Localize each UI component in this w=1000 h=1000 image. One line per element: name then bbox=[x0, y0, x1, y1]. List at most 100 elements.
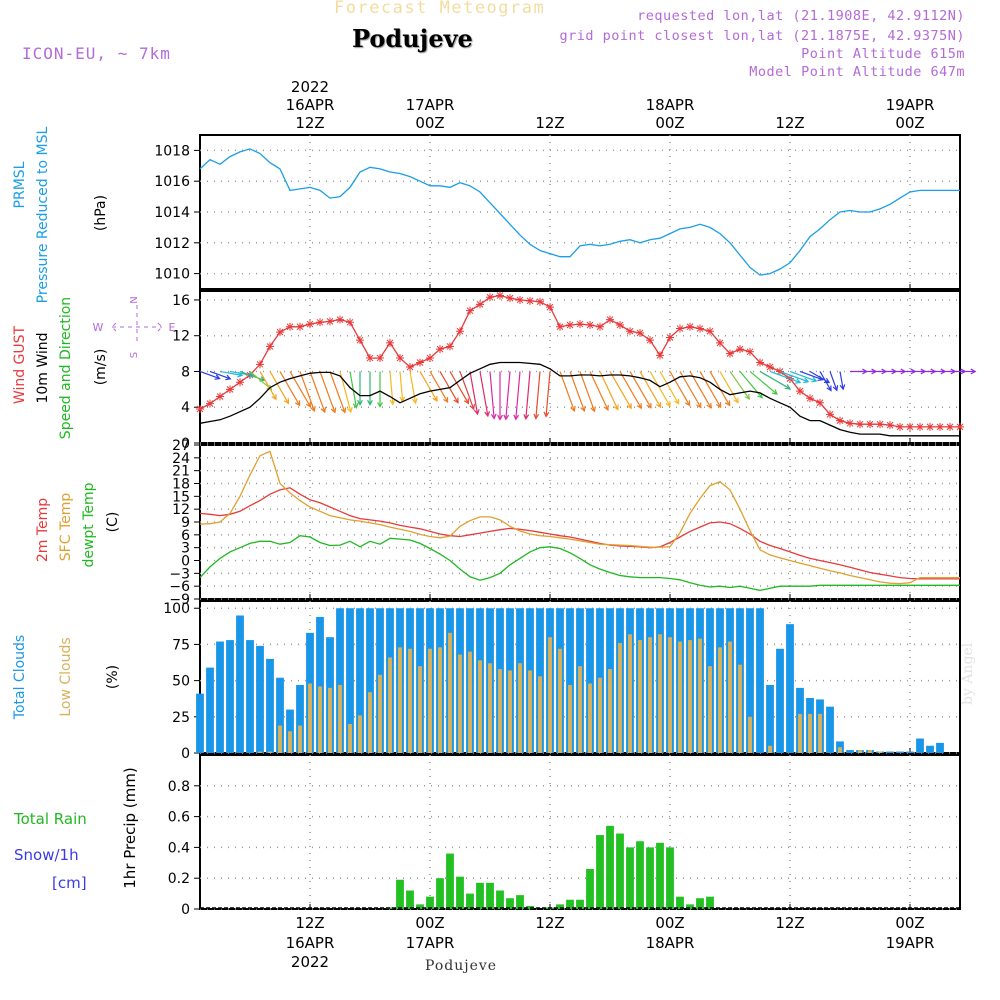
temp-label-sfc: SFC Temp bbox=[58, 493, 74, 562]
low-cloud-bar bbox=[408, 648, 412, 753]
series-line-10m-wind bbox=[199, 361, 960, 437]
ytick-label-clouds: 0 bbox=[181, 746, 190, 762]
clouds-unit: (%) bbox=[105, 665, 121, 689]
wind-arrow bbox=[639, 371, 662, 408]
low-cloud-bar bbox=[508, 670, 512, 753]
top-date-label: 18APR bbox=[646, 96, 695, 114]
rain-bar bbox=[396, 879, 404, 909]
temp-label-dewpt: dewpt Temp bbox=[81, 482, 97, 567]
rain-bar bbox=[616, 833, 624, 909]
bottom-time-label: 12Z bbox=[535, 914, 564, 932]
gust-marker bbox=[306, 320, 314, 329]
series-line-2m-temp bbox=[199, 487, 960, 580]
low-cloud-bar bbox=[618, 642, 622, 753]
low-cloud-bar bbox=[528, 670, 532, 753]
ytick-label-wind: 12 bbox=[172, 329, 190, 345]
low-cloud-bar bbox=[768, 745, 772, 753]
rain-bar bbox=[686, 904, 694, 909]
low-cloud-bar bbox=[298, 725, 302, 753]
gust-marker bbox=[536, 297, 544, 306]
bottom-date-label: 17APR bbox=[406, 934, 455, 952]
wind-arrow bbox=[419, 371, 438, 402]
gust-marker bbox=[426, 354, 434, 363]
low-cloud-bar bbox=[488, 663, 492, 753]
wind-arrow bbox=[429, 371, 449, 403]
wind-arrow-head bbox=[665, 401, 671, 408]
clouds-label-low: Low Clouds bbox=[58, 637, 74, 716]
wind-arrow bbox=[199, 370, 220, 380]
wind-arrow bbox=[279, 371, 301, 406]
gust-marker bbox=[216, 392, 224, 401]
low-cloud-bar bbox=[518, 663, 522, 753]
gust-marker bbox=[346, 318, 354, 327]
wind-arrow-head bbox=[513, 414, 520, 421]
wind-arrow bbox=[739, 371, 763, 399]
low-cloud-bar bbox=[538, 676, 542, 753]
gust-marker bbox=[846, 419, 854, 428]
gust-marker bbox=[706, 327, 714, 336]
bottom-date-label: 18APR bbox=[646, 934, 695, 952]
low-cloud-bar bbox=[678, 641, 682, 753]
ytick-label-clouds: 100 bbox=[163, 601, 190, 617]
ytick-label-clouds: 75 bbox=[172, 637, 190, 653]
wind-arrow bbox=[469, 371, 479, 415]
gust-marker bbox=[936, 422, 944, 431]
total-cloud-bar bbox=[236, 615, 244, 753]
low-cloud-bar bbox=[708, 666, 712, 753]
wind-arrow bbox=[799, 370, 823, 381]
wind-arrow-head bbox=[832, 385, 839, 392]
gust-marker bbox=[496, 291, 504, 300]
pressure-unit: (hPa) bbox=[93, 195, 109, 231]
low-cloud-bar bbox=[568, 684, 572, 753]
gust-marker bbox=[196, 405, 204, 414]
top-time-label: 00Z bbox=[895, 114, 924, 132]
gust-marker bbox=[586, 320, 594, 329]
total-cloud-bar bbox=[266, 658, 274, 753]
low-cloud-bar bbox=[368, 692, 372, 753]
model-label: ICON-EU, ~ 7km bbox=[22, 44, 171, 63]
total-cloud-bar bbox=[316, 616, 324, 753]
low-cloud-bar bbox=[458, 654, 462, 753]
wind-arrow bbox=[329, 371, 346, 413]
total-cloud-bar bbox=[356, 608, 364, 753]
wind-arrow-head bbox=[490, 413, 497, 420]
rain-bar bbox=[656, 842, 664, 909]
wind-arrow-head bbox=[473, 409, 480, 416]
gust-marker bbox=[286, 322, 294, 331]
wind-arrow bbox=[239, 370, 265, 381]
gust-marker bbox=[206, 399, 214, 408]
total-cloud-bar bbox=[916, 738, 924, 753]
total-cloud-bar bbox=[196, 693, 204, 753]
top-time-label: 00Z bbox=[415, 114, 444, 132]
wind-arrow bbox=[559, 371, 575, 412]
total-cloud-bar bbox=[786, 624, 794, 753]
gust-marker bbox=[646, 336, 654, 345]
low-cloud-bar bbox=[428, 648, 432, 753]
total-cloud-bar bbox=[586, 608, 594, 753]
rain-bar bbox=[706, 896, 714, 909]
total-cloud-bar bbox=[766, 684, 774, 753]
ytick-label-temperature: 27 bbox=[172, 438, 190, 454]
wind-arrow-head bbox=[613, 404, 619, 411]
low-cloud-bar bbox=[808, 713, 812, 753]
point-altitude: Point Altitude 615m bbox=[801, 46, 965, 62]
low-cloud-bar bbox=[878, 751, 882, 753]
low-cloud-bar bbox=[838, 747, 842, 753]
ytick-label-temperature: 3 bbox=[181, 541, 190, 557]
total-cloud-bar bbox=[366, 608, 374, 753]
wind-arrow-head bbox=[352, 402, 359, 409]
wind-arrow-head bbox=[970, 368, 977, 375]
rain-bar bbox=[436, 878, 444, 909]
gust-marker bbox=[556, 322, 564, 331]
top-time-label: 12Z bbox=[775, 114, 804, 132]
total-cloud-bar bbox=[896, 751, 904, 753]
bottom-time-label: 00Z bbox=[655, 914, 684, 932]
compass-n: N bbox=[129, 296, 140, 303]
ytick-label-temperature: 18 bbox=[172, 477, 190, 493]
total-cloud-bar bbox=[906, 751, 914, 753]
wind-label-direction: Speed and Direction bbox=[58, 297, 74, 439]
wind-arrow-head bbox=[646, 402, 652, 409]
wind-arrow bbox=[505, 371, 511, 420]
wind-arrow-head bbox=[744, 393, 750, 401]
rain-bar bbox=[586, 868, 594, 909]
